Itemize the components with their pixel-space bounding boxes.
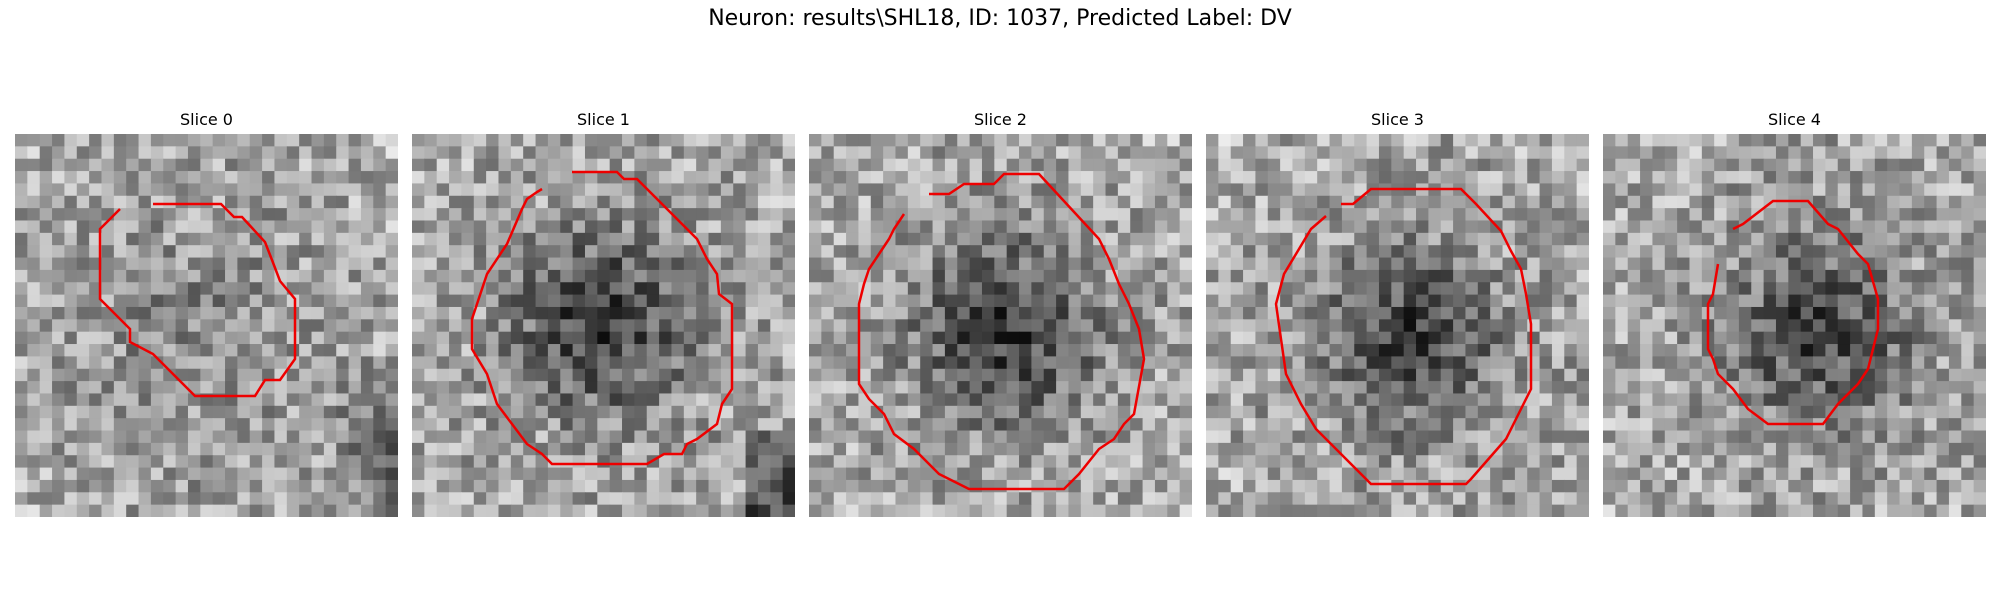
- slice-image: [412, 134, 795, 517]
- slice-image: [809, 134, 1192, 517]
- slice-image: [15, 134, 398, 517]
- slice-panel-2: Slice 2: [809, 110, 1192, 517]
- slice-image: [1206, 134, 1589, 517]
- slice-title: Slice 1: [412, 110, 795, 134]
- grayscale-pixels: [1603, 134, 1986, 517]
- slice-title: Slice 4: [1603, 110, 1986, 134]
- slice-title: Slice 3: [1206, 110, 1589, 134]
- slice-image: [1603, 134, 1986, 517]
- slice-title: Slice 0: [15, 110, 398, 134]
- slice-panel-1: Slice 1: [412, 110, 795, 517]
- grayscale-pixels: [15, 134, 398, 517]
- figure-title: Neuron: results\SHL18, ID: 1037, Predict…: [0, 6, 2000, 31]
- slice-title: Slice 2: [809, 110, 1192, 134]
- slice-panel-0: Slice 0: [15, 110, 398, 517]
- slice-panel-3: Slice 3: [1206, 110, 1589, 517]
- slice-panel-4: Slice 4: [1603, 110, 1986, 517]
- grayscale-pixels: [809, 134, 1192, 517]
- grayscale-pixels: [412, 134, 795, 517]
